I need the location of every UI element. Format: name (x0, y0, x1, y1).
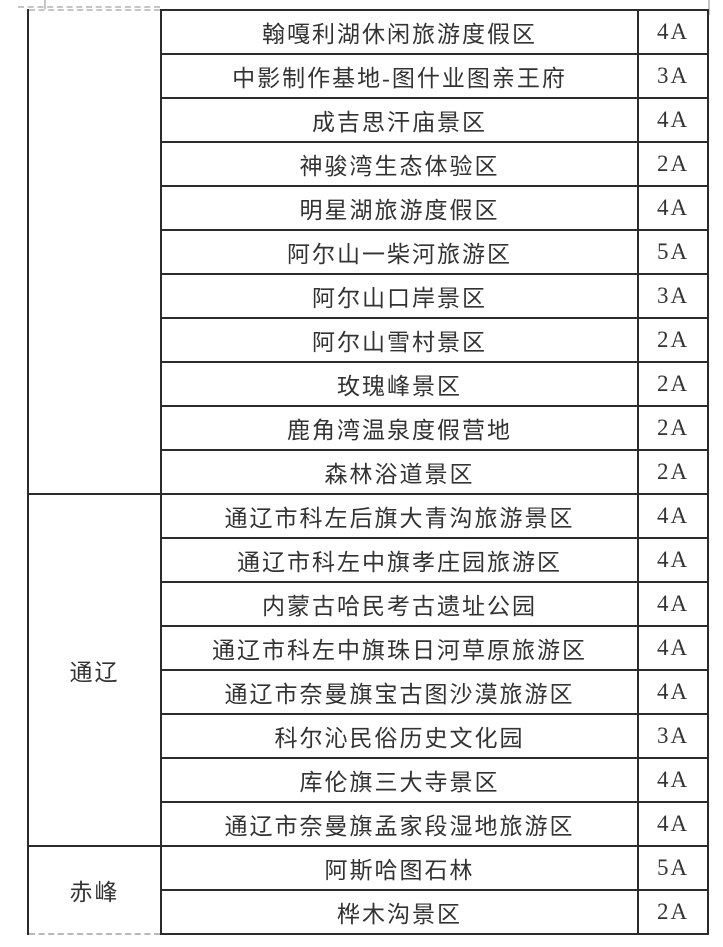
scenic-name-cell: 通辽市科左后旗大青沟旅游景区 (160, 493, 639, 539)
page-break-tick-right (708, 0, 710, 15)
rating-cell: 4A (637, 97, 709, 143)
scenic-name-cell: 成吉思汗庙景区 (160, 97, 639, 143)
rating-cell: 2A (637, 317, 709, 363)
scenic-name-cell: 阿尔山雪村景区 (160, 317, 639, 363)
rating-cell: 3A (637, 713, 709, 759)
scenic-name-cell: 通辽市奈曼旗孟家段湿地旅游区 (160, 801, 639, 847)
table-row: 科尔沁民俗历史文化园 3A (28, 713, 709, 759)
scenic-name-cell: 通辽市科左中旗孝庄园旅游区 (160, 537, 639, 583)
rating-cell: 4A (637, 185, 709, 231)
page-break-dashed-line (18, 6, 160, 8)
rating-cell: 4A (637, 625, 709, 671)
scenic-name-cell: 阿尔山口岸景区 (160, 273, 639, 319)
rating-cell: 4A (637, 581, 709, 627)
table-row: 通辽市科左中旗珠日河草原旅游区 4A (28, 625, 709, 671)
rating-cell: 5A (637, 845, 709, 891)
table-row: 通辽市奈曼旗宝古图沙漠旅游区 4A (28, 669, 709, 715)
table-row: 内蒙古哈民考古遗址公园 4A (28, 581, 709, 627)
table-row: 玫瑰峰景区 2A (28, 361, 709, 407)
rating-cell: 3A (637, 273, 709, 319)
scenic-name-cell: 库伦旗三大寺景区 (160, 757, 639, 803)
table-row: 桦木沟景区 2A (28, 889, 709, 935)
region-cell: 通辽 (27, 493, 162, 847)
scenic-name-cell: 森林浴道景区 (160, 449, 639, 495)
table-row: 神骏湾生态体验区 2A (28, 141, 709, 187)
rating-cell: 3A (637, 53, 709, 99)
rating-cell: 4A (637, 9, 709, 55)
rating-cell: 2A (637, 889, 709, 935)
rating-cell: 4A (637, 537, 709, 583)
scenic-name-cell: 阿尔山一柴河旅游区 (160, 229, 639, 275)
scenic-name-cell: 科尔沁民俗历史文化园 (160, 713, 639, 759)
scenic-name-cell: 阿斯哈图石林 (160, 845, 639, 891)
scenic-name-cell: 翰嘎利湖休闲旅游度假区 (160, 9, 639, 55)
rating-cell: 4A (637, 669, 709, 715)
table-row: 成吉思汗庙景区 4A (28, 97, 709, 143)
scenic-name-cell: 通辽市奈曼旗宝古图沙漠旅游区 (160, 669, 639, 715)
table-row: 鹿角湾温泉度假营地 2A (28, 405, 709, 451)
rating-cell: 2A (637, 361, 709, 407)
table-row: 阿尔山一柴河旅游区 5A (28, 229, 709, 275)
table-row: 赤峰 阿斯哈图石林 5A (27, 845, 709, 935)
region-cell (27, 9, 162, 495)
table-row: 翰嘎利湖休闲旅游度假区 4A (27, 9, 709, 495)
scenic-name-cell: 通辽市科左中旗珠日河草原旅游区 (160, 625, 639, 671)
rating-cell: 2A (637, 141, 709, 187)
scenic-name-cell: 桦木沟景区 (160, 889, 639, 935)
table-row: 通辽市奈曼旗孟家段湿地旅游区 4A (28, 801, 709, 847)
rating-cell: 4A (637, 757, 709, 803)
scenic-name-cell: 内蒙古哈民考古遗址公园 (160, 581, 639, 627)
scenic-area-rating-table: 翰嘎利湖休闲旅游度假区 4A 中影制作基地-图什业图亲王府 3A 成吉思汗庙景区 4A 神骏… (27, 9, 709, 935)
rating-cell: 4A (637, 493, 709, 539)
table-row: 通辽市科左中旗孝庄园旅游区 4A (28, 537, 709, 583)
table-row: 阿尔山雪村景区 2A (28, 317, 709, 363)
page-break-tick-left (44, 0, 46, 9)
rating-cell: 5A (637, 229, 709, 275)
table-row: 阿尔山口岸景区 3A (28, 273, 709, 319)
scenic-name-cell: 玫瑰峰景区 (160, 361, 639, 407)
rating-cell: 2A (637, 449, 709, 495)
table-row: 通辽 通辽市科左后旗大青沟旅游景区 4A (27, 493, 709, 847)
scenic-name-cell: 神骏湾生态体验区 (160, 141, 639, 187)
table-row: 明星湖旅游度假区 4A (28, 185, 709, 231)
scenic-name-cell: 明星湖旅游度假区 (160, 185, 639, 231)
table-row: 森林浴道景区 2A (28, 449, 709, 495)
scenic-name-cell: 中影制作基地-图什业图亲王府 (160, 53, 639, 99)
rating-cell: 2A (637, 405, 709, 451)
rating-cell: 4A (637, 801, 709, 847)
table-row: 中影制作基地-图什业图亲王府 3A (28, 53, 709, 99)
table-row: 库伦旗三大寺景区 4A (28, 757, 709, 803)
scenic-name-cell: 鹿角湾温泉度假营地 (160, 405, 639, 451)
region-cell: 赤峰 (27, 845, 162, 935)
